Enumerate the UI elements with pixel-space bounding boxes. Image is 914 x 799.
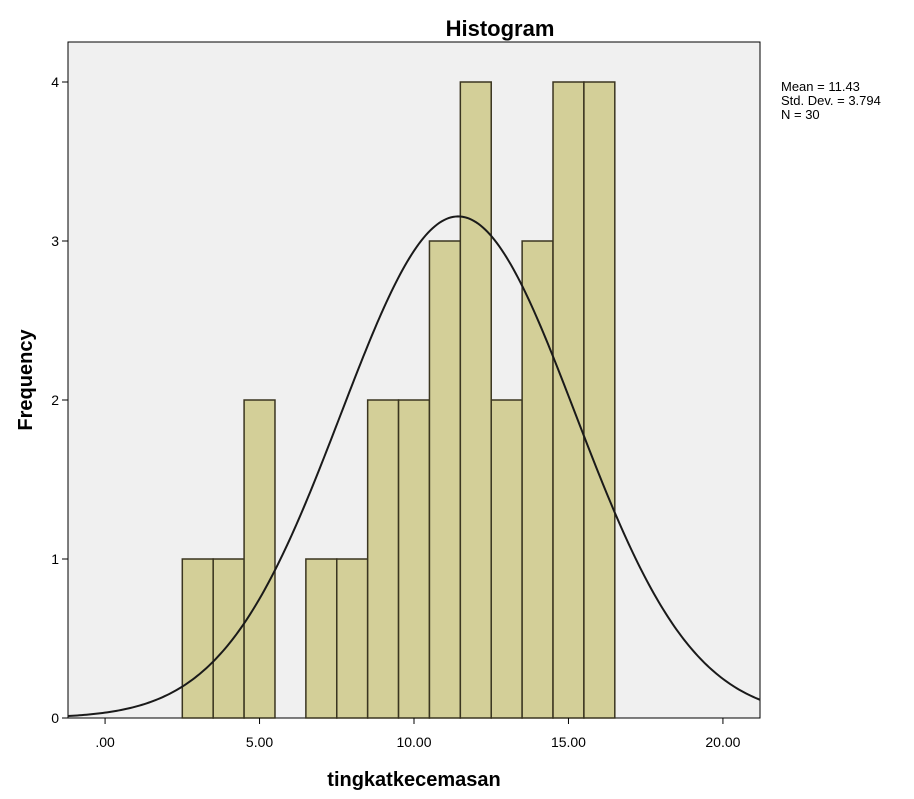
stat-mean: Mean = 11.43 [781,79,860,94]
histogram-bar [243,399,276,719]
x-axis-label: tingkatkecemasan [327,769,500,791]
y-tick-label: 1 [51,551,59,567]
x-tick-label: 20.00 [705,734,740,750]
histogram-bar [583,81,616,719]
histogram-bar [490,399,523,719]
histogram-bar [552,81,585,719]
histogram-bar [181,558,214,719]
stat-n: N = 30 [781,107,820,122]
x-axis: .00 5.00 10.00 15.00 20.00 [95,718,741,750]
histogram-bar [336,558,369,719]
histogram-bar [366,399,400,719]
normal-curve [67,215,761,718]
y-axis: 0 1 2 3 4 [51,74,68,726]
y-tick-label: 3 [51,233,59,249]
x-tick-label: .00 [95,734,115,750]
histogram-bar [459,81,492,719]
y-axis-label: Frequency [15,329,37,431]
x-tick-label: 10.00 [396,734,431,750]
histogram-bar [212,558,245,719]
histogram-bar [521,240,554,719]
bars-group [181,81,616,719]
histogram-bar [397,399,431,719]
histogram-bar [305,558,338,719]
y-tick-label: 4 [51,74,59,90]
histogram-bar [428,240,462,719]
stat-std-dev: Std. Dev. = 3.794 [781,93,881,108]
x-tick-label: 15.00 [551,734,586,750]
stats-box: Mean = 11.43 Std. Dev. = 3.794 N = 30 [781,80,881,122]
chart-title: Histogram [446,16,555,41]
y-tick-label: 2 [51,392,59,408]
x-tick-label: 5.00 [246,734,273,750]
y-tick-label: 0 [51,710,59,726]
